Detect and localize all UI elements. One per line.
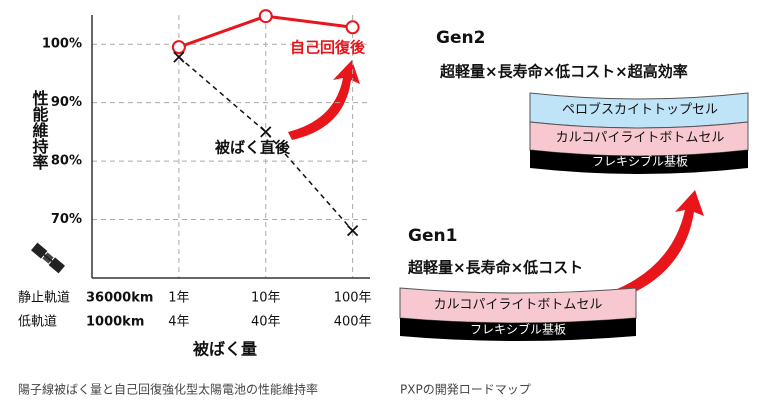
layer [530,150,748,174]
marker [260,126,272,138]
marker [345,20,360,35]
gen2-title: Gen2 [436,28,485,48]
y-tick-label: 80% [51,154,82,169]
gen1-features: 超軽量×長寿命×低コスト [407,259,583,277]
row-orbit: 静止軌道 [18,290,70,306]
x-tick-label: 100年 [334,291,372,306]
satellite-icon [30,242,66,274]
row-altitude: 36000km [86,291,153,306]
marker [346,225,359,237]
layer [400,318,636,341]
row-orbit: 低軌道 [18,314,57,330]
x-tick-label: 4年 [168,315,189,330]
y-axis-title: 性能維持率 [30,89,49,171]
layer-label: ペロブスカイトトップセル [562,102,718,118]
gen2-features: 超軽量×長寿命×低コスト×超高効率 [439,63,688,81]
arrow [288,60,360,140]
caption: PXPの開発ロードマップ [400,383,531,397]
series-label: 自己回復後 [290,39,366,57]
x-tick-label: 400年 [334,315,372,330]
layer-label: カルコパイライトボトムセル [434,298,603,313]
gen1-title: Gen1 [408,226,457,246]
row-altitude: 1000km [86,315,144,330]
marker [173,51,185,63]
marker [258,9,273,24]
layer-label: カルコパイライトボトムセル [556,131,725,146]
layer-label: フレキシブル基板 [592,154,688,169]
series-line [178,56,354,232]
layer-label: フレキシブル基板 [470,322,566,337]
x-tick-label: 1年 [168,291,189,306]
x-axis-title: 被ばく量 [193,340,257,359]
x-tick-label: 40年 [251,315,281,330]
y-tick-label: 90% [51,95,82,110]
arrow [610,190,704,300]
y-tick-label: 100% [42,37,82,52]
series-label: 被ばく直後 [215,139,291,157]
x-tick-label: 10年 [251,291,281,306]
caption: 陽子線被ばく量と自己回復強化型太陽電池の性能維持率 [18,382,318,397]
marker [171,40,186,55]
y-tick-label: 70% [51,212,82,227]
